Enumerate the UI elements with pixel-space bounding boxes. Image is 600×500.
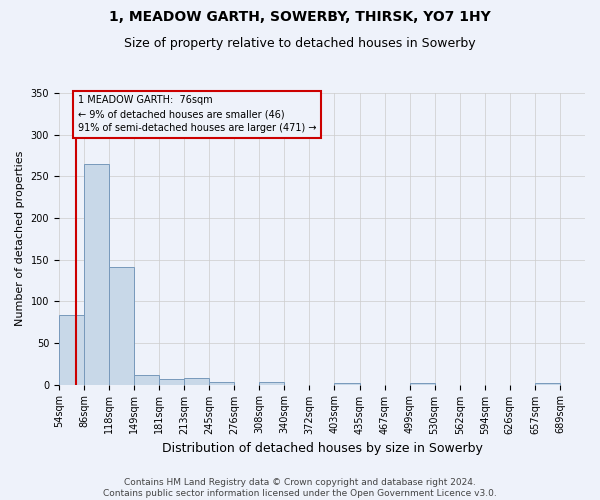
Bar: [59, 316, 84, 384]
Bar: [134, 374, 159, 384]
Text: 1 MEADOW GARTH:  76sqm
← 9% of detached houses are smaller (46)
91% of semi-deta: 1 MEADOW GARTH: 76sqm ← 9% of detached h…: [77, 96, 316, 134]
Bar: [535, 383, 560, 384]
Bar: [259, 382, 284, 384]
Bar: [84, 164, 109, 384]
Text: Contains HM Land Registry data © Crown copyright and database right 2024.
Contai: Contains HM Land Registry data © Crown c…: [103, 478, 497, 498]
Bar: [109, 267, 134, 384]
Text: Size of property relative to detached houses in Sowerby: Size of property relative to detached ho…: [124, 38, 476, 51]
Text: 1, MEADOW GARTH, SOWERBY, THIRSK, YO7 1HY: 1, MEADOW GARTH, SOWERBY, THIRSK, YO7 1H…: [109, 10, 491, 24]
Bar: [334, 383, 359, 384]
Bar: [159, 378, 184, 384]
Y-axis label: Number of detached properties: Number of detached properties: [15, 151, 25, 326]
X-axis label: Distribution of detached houses by size in Sowerby: Distribution of detached houses by size …: [161, 442, 482, 455]
Bar: [209, 382, 234, 384]
Bar: [410, 383, 434, 384]
Bar: [184, 378, 209, 384]
